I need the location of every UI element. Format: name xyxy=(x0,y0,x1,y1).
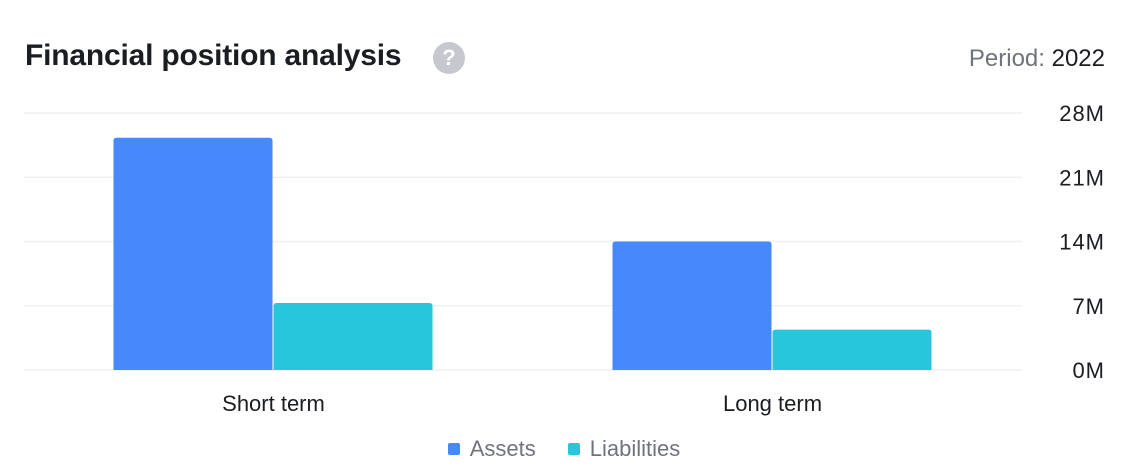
x-tick-label: Long term xyxy=(723,391,822,416)
chart-legend: Assets Liabilities xyxy=(0,436,1128,462)
legend-item[interactable]: Liabilities xyxy=(567,436,681,462)
help-icon[interactable]: ? xyxy=(433,42,465,74)
x-tick-label: Short term xyxy=(222,391,325,416)
bar xyxy=(612,241,772,370)
bar xyxy=(273,302,433,370)
y-tick-label: 7M xyxy=(1072,294,1105,319)
bar-chart: 0M 7M 14M 21M 28M Short term Long term xyxy=(24,101,1105,416)
y-tick-label: 28M xyxy=(1059,101,1105,126)
legend-label: Liabilities xyxy=(589,436,681,461)
period-value: 2022 xyxy=(1051,45,1105,72)
y-tick-label: 21M xyxy=(1059,165,1105,190)
bar xyxy=(113,137,273,370)
y-tick-label: 14M xyxy=(1059,230,1105,255)
chart-header: Financial position analysis ? Period: 20… xyxy=(0,0,1138,100)
bar xyxy=(772,329,932,370)
period-selector[interactable]: Period: 2022 xyxy=(969,45,1105,73)
legend-label: Assets xyxy=(469,436,536,461)
chart-title: Financial position analysis xyxy=(25,39,402,72)
legend-swatch xyxy=(567,443,580,455)
period-label: Period: xyxy=(968,45,1045,72)
y-tick-label: 0M xyxy=(1072,358,1105,383)
legend-item[interactable]: Assets xyxy=(447,436,536,462)
legend-swatch xyxy=(447,443,460,455)
